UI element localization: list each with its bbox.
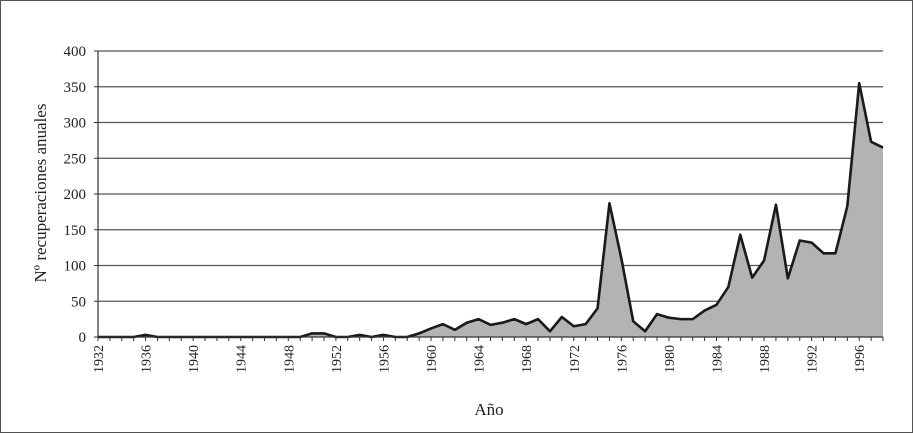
x-tick-label: 1952 [330,345,345,373]
x-axis-title: Año [474,400,503,419]
x-tick-label: 1964 [473,345,488,373]
y-tick-labels: 0 50 100 150 200 250 300 350 400 [64,44,87,346]
x-tick-label: 1968 [520,345,535,373]
series-area-layer [98,81,884,339]
x-tick-label: 1972 [568,345,583,373]
series-area [98,83,883,337]
x-tick-label: 1944 [235,345,250,373]
x-tick-label: 1960 [425,345,440,373]
x-tick-label: 1988 [758,345,773,373]
gridlines [98,50,883,302]
x-tick-label: 1936 [140,345,155,373]
x-tick-label: 1992 [806,345,821,373]
y-tick-label: 300 [64,116,87,132]
x-tick-label: 1948 [282,345,297,373]
x-tick-label: 1976 [615,345,630,373]
y-tick-label: 50 [71,294,86,310]
x-tick-label: 1996 [853,345,868,373]
x-tick-label: 1940 [187,345,202,373]
x-tick-labels: 1932 1936 1940 1944 1948 1952 1956 1960 1964 1968… [92,345,868,373]
axes [94,50,884,341]
y-tick-label: 350 [64,80,87,96]
x-tick-label: 1956 [377,345,392,373]
y-axis-title: Nº recuperaciones anuales [31,104,50,283]
y-tick-label: 250 [64,151,87,167]
x-tick-label: 1932 [92,345,107,373]
y-tick-label: 150 [64,223,87,239]
x-tick-label: 1980 [663,345,678,373]
y-tick-label: 400 [64,44,87,60]
y-tick-label: 200 [64,187,87,203]
y-tick-label: 100 [64,259,87,275]
x-tick-label: 1984 [710,345,725,373]
y-tick-label: 0 [79,330,87,346]
